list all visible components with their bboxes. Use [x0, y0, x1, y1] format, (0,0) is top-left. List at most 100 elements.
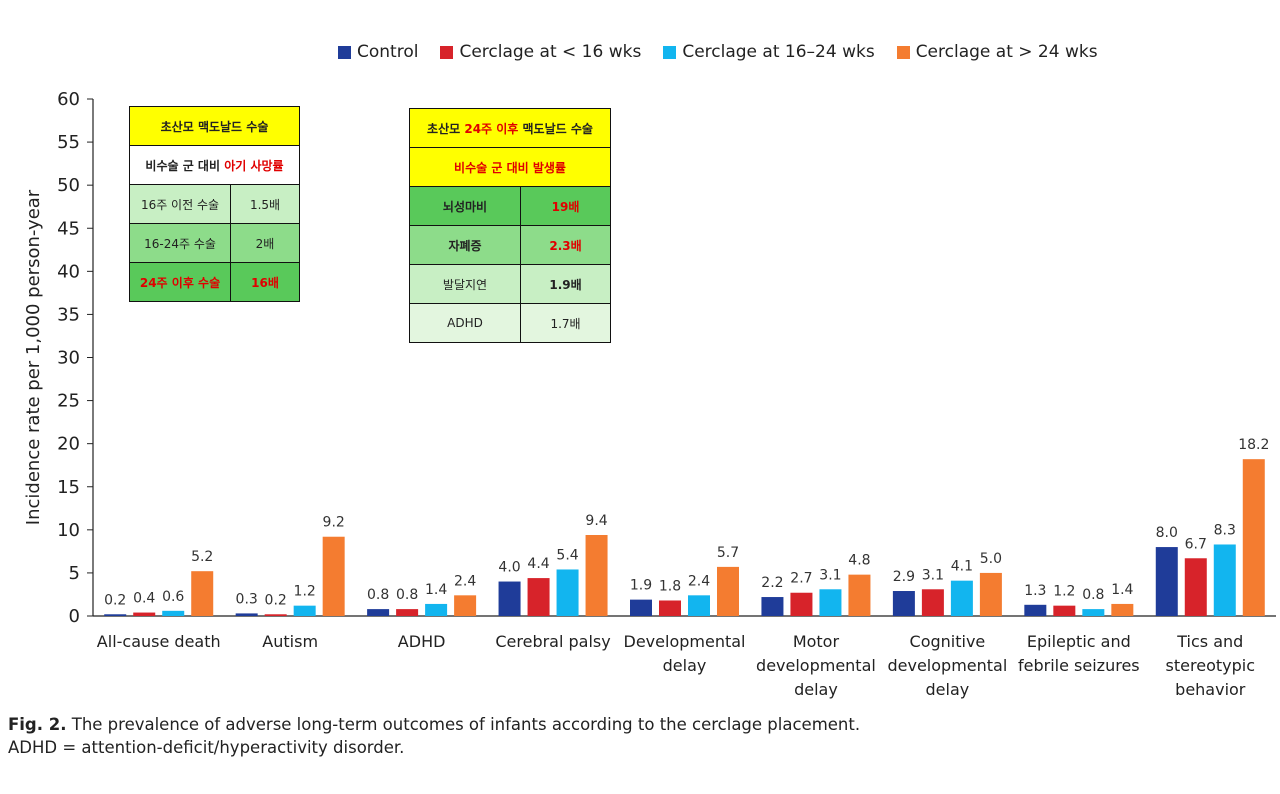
- bar-value-label: 2.4: [454, 573, 476, 589]
- legend-item-lt16: Cerclage at < 16 wks: [440, 42, 641, 62]
- incidence-header-text-a: 초산모: [427, 121, 465, 136]
- bar: [950, 580, 973, 616]
- x-category-label: Epileptic and: [1027, 632, 1131, 651]
- y-tick-label: 45: [57, 218, 80, 239]
- bar-value-label: 3.1: [819, 567, 841, 583]
- bar-value-label: 8.3: [1214, 522, 1236, 538]
- legend-label-control: Control: [357, 42, 419, 62]
- x-category-label: Developmental: [624, 632, 746, 651]
- bar: [819, 589, 842, 616]
- x-category-label: febrile seizures: [1018, 656, 1140, 675]
- incidence-row-label: ADHD: [409, 303, 521, 343]
- bar-value-label: 0.2: [265, 592, 287, 608]
- x-category-label: Motor: [793, 632, 840, 651]
- bar-value-label: 0.3: [236, 591, 258, 607]
- bar: [979, 572, 1002, 616]
- bar: [688, 595, 710, 616]
- legend-swatch-control: [338, 45, 351, 59]
- legend-label-gt24: Cerclage at > 24 wks: [915, 42, 1098, 62]
- mortality-row-value: 16배: [230, 262, 300, 302]
- bar: [264, 614, 287, 616]
- bar-value-label: 4.1: [951, 559, 973, 575]
- y-tick-label: 30: [57, 348, 80, 369]
- y-tick-label: 15: [57, 477, 80, 498]
- bar: [892, 591, 915, 616]
- x-category-label: developmental: [756, 656, 876, 675]
- bar-value-label: 1.2: [294, 584, 316, 600]
- mortality-row-value: 2배: [230, 223, 300, 263]
- bar: [1024, 604, 1047, 616]
- bar-value-label: 9.4: [585, 513, 607, 529]
- bar-value-label: 0.4: [133, 591, 155, 607]
- mortality-subheader-text: 비수술 군 대비: [145, 158, 225, 173]
- bar-value-label: 1.3: [1024, 583, 1046, 599]
- incidence-header-highlight: 24주 이후: [464, 121, 519, 136]
- legend-item-control: Control: [338, 42, 418, 62]
- x-category-label: Cognitive: [910, 632, 986, 651]
- x-category-label: delay: [794, 680, 838, 699]
- bar-value-label: 1.2: [1053, 584, 1075, 600]
- bar: [162, 610, 185, 616]
- figure-caption: Fig. 2. The prevalence of adverse long-t…: [8, 713, 860, 759]
- incidence-header-text-b: 맥도날드 수술: [518, 121, 593, 136]
- bar: [235, 613, 258, 616]
- bar: [527, 578, 550, 616]
- x-category-label: delay: [663, 656, 707, 675]
- bar-chart: 0 5 10 15 20 25 30 35 40 45 50 55 60 Incidence rate p…: [23, 89, 1276, 699]
- x-category-label: delay: [926, 680, 970, 699]
- mortality-subheader-highlight: 아기 사망률: [224, 158, 284, 173]
- y-tick-label: 55: [57, 132, 80, 153]
- bar-value-label: 0.8: [1082, 587, 1104, 603]
- bar-value-label: 2.4: [688, 573, 710, 589]
- bar: [454, 595, 477, 616]
- mortality-row-value: 1.5배: [230, 184, 300, 224]
- bar: [761, 597, 784, 616]
- bar-value-label: 1.4: [425, 582, 447, 598]
- bar: [425, 603, 448, 616]
- bar-value-label: 4.4: [527, 556, 549, 572]
- bar: [585, 535, 608, 616]
- x-category-label: Tics and: [1176, 632, 1243, 651]
- legend-swatch-gt24: [896, 45, 910, 59]
- bar-value-label: 2.7: [790, 571, 812, 587]
- legend-label-16-24: Cerclage at 16–24 wks: [682, 42, 875, 62]
- bar-value-label: 0.8: [367, 587, 389, 603]
- x-category-label: Autism: [262, 632, 318, 651]
- x-category-label: All-cause death: [97, 632, 221, 651]
- bar-value-label: 6.7: [1185, 536, 1207, 552]
- incidence-row-label: 뇌성마비: [409, 186, 521, 226]
- bar-value-label: 1.4: [1111, 582, 1133, 598]
- bar: [191, 571, 214, 616]
- y-tick-label: 50: [57, 175, 80, 196]
- bar: [133, 612, 156, 616]
- bar: [630, 599, 652, 616]
- bar-value-label: 4.0: [498, 560, 520, 576]
- legend-label-lt16: Cerclage at < 16 wks: [459, 42, 642, 62]
- bar-value-label: 0.6: [162, 589, 184, 605]
- bar-value-label: 8.0: [1156, 525, 1178, 541]
- y-tick-label: 0: [69, 606, 80, 627]
- legend-swatch-lt16: [440, 45, 454, 59]
- bar-value-label: 2.2: [761, 575, 783, 591]
- x-category-label: stereotypic: [1166, 656, 1255, 675]
- bar-value-label: 1.9: [630, 578, 652, 594]
- x-category-label: Cerebral palsy: [495, 632, 610, 651]
- bar: [322, 536, 345, 616]
- bar: [659, 600, 681, 616]
- bar-value-label: 5.0: [980, 551, 1002, 567]
- caption-note: ADHD = attention-deficit/hyperactivity d…: [8, 738, 405, 757]
- bar-value-label: 2.9: [893, 569, 915, 585]
- bar-value-label: 4.8: [848, 553, 870, 569]
- caption-text: The prevalence of adverse long-term outc…: [66, 715, 861, 734]
- bar: [1242, 459, 1265, 616]
- legend-item-16-24: Cerclage at 16–24 wks: [663, 42, 875, 62]
- y-tick-label: 60: [57, 89, 80, 110]
- incidence-row-value: 1.7배: [520, 303, 611, 343]
- legend-swatch-16-24: [663, 45, 677, 59]
- bar-value-label: 9.2: [323, 515, 345, 531]
- incidence-table: 초산모 24주 이후 맥도날드 수술 비수술 군 대비 발생률 뇌성마비 19배…: [409, 108, 611, 343]
- bar: [556, 569, 579, 616]
- bar: [717, 566, 739, 616]
- mortality-row-label: 16-24주 수술: [129, 223, 231, 263]
- bar-value-label: 1.8: [659, 578, 681, 594]
